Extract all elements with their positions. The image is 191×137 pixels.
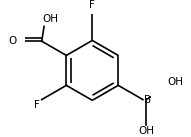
Text: OH: OH	[168, 77, 184, 87]
Text: F: F	[34, 100, 40, 110]
Text: O: O	[8, 36, 16, 46]
Text: OH: OH	[43, 14, 58, 24]
Text: F: F	[89, 0, 95, 10]
Text: B: B	[144, 95, 151, 105]
Text: OH: OH	[138, 126, 154, 136]
